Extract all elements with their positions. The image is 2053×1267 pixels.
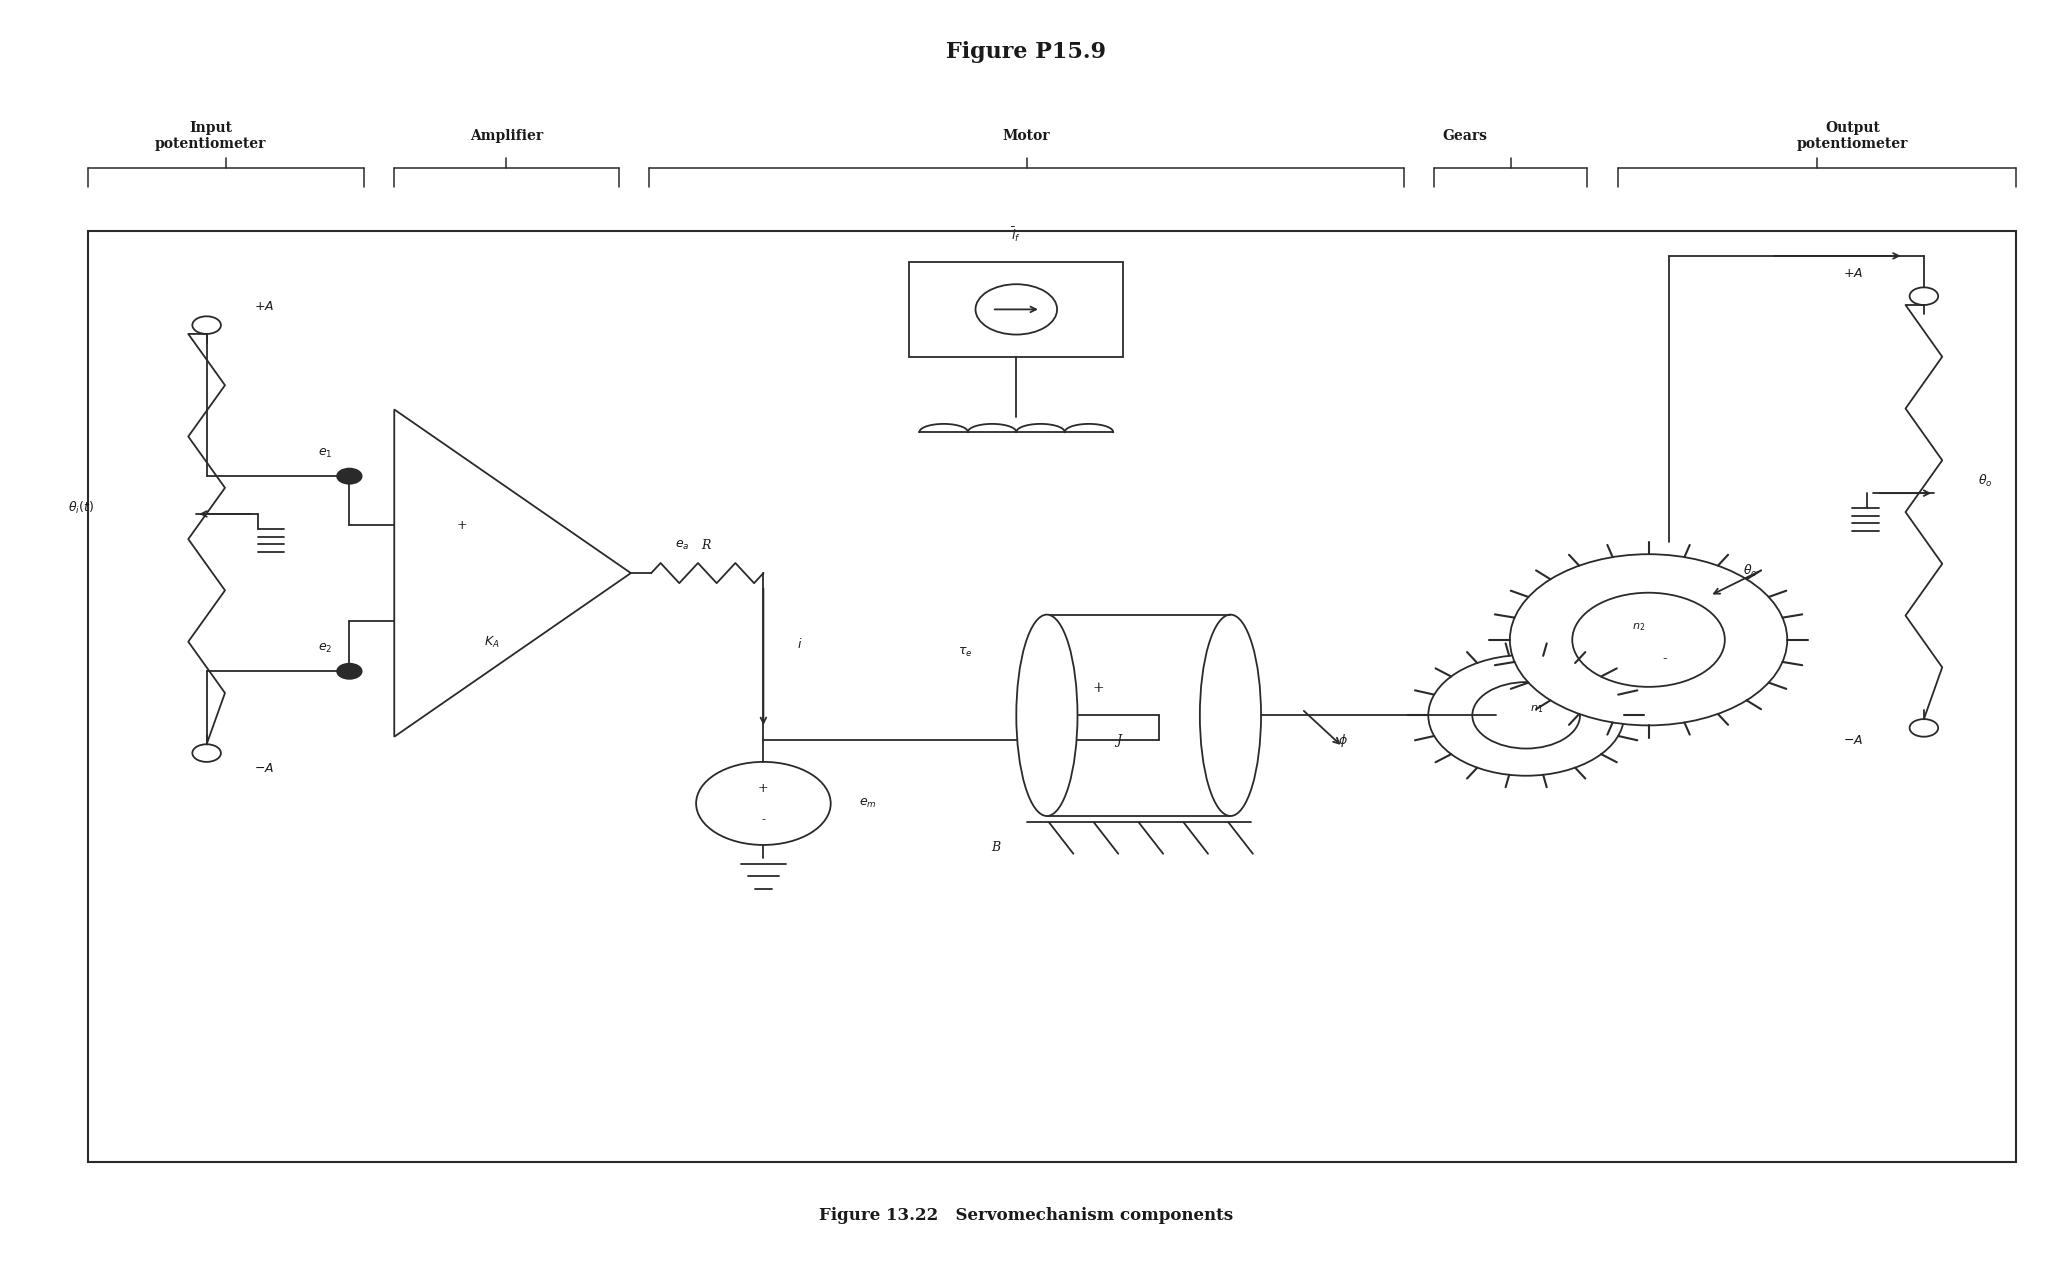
Text: Figure 13.22   Servomechanism components: Figure 13.22 Servomechanism components <box>819 1206 1234 1224</box>
Text: Output
potentiometer: Output potentiometer <box>1796 122 1907 152</box>
Text: R: R <box>702 538 710 552</box>
Text: $K_A$: $K_A$ <box>485 635 501 650</box>
Text: $+A$: $+A$ <box>1842 267 1862 280</box>
Bar <box>909 262 1123 356</box>
Text: $-A$: $-A$ <box>1842 734 1862 748</box>
Circle shape <box>337 664 361 679</box>
Text: $-A$: $-A$ <box>255 761 273 774</box>
Text: $i$: $i$ <box>797 637 803 651</box>
Text: $e_a$: $e_a$ <box>675 538 690 552</box>
Text: -: - <box>1663 651 1667 665</box>
Text: B: B <box>992 841 1000 854</box>
Text: Figure P15.9: Figure P15.9 <box>946 41 1107 63</box>
Polygon shape <box>394 409 630 736</box>
Text: J: J <box>1115 734 1121 748</box>
Circle shape <box>1509 554 1788 726</box>
Circle shape <box>1909 288 1938 305</box>
Text: $n_2$: $n_2$ <box>1632 621 1644 634</box>
Text: Amplifier: Amplifier <box>470 129 542 143</box>
Text: $+A$: $+A$ <box>255 300 273 313</box>
Circle shape <box>193 317 222 334</box>
Text: $\phi$: $\phi$ <box>1339 732 1347 749</box>
Text: +: + <box>758 782 768 794</box>
Text: $n_1$: $n_1$ <box>1529 703 1544 715</box>
Circle shape <box>975 284 1057 334</box>
Text: $e_m$: $e_m$ <box>858 797 877 810</box>
Circle shape <box>1909 720 1938 736</box>
Circle shape <box>696 761 831 845</box>
Text: $\theta_o$: $\theta_o$ <box>1743 563 1757 579</box>
Text: Input
potentiometer: Input potentiometer <box>156 122 267 152</box>
Text: +: + <box>456 518 466 532</box>
Circle shape <box>1429 655 1624 775</box>
Text: $e_2$: $e_2$ <box>318 642 333 655</box>
Text: Motor: Motor <box>1002 129 1051 143</box>
Text: $\tau_e$: $\tau_e$ <box>959 646 973 659</box>
Ellipse shape <box>1016 614 1078 816</box>
Text: $e_1$: $e_1$ <box>318 447 333 460</box>
Text: Gears: Gears <box>1443 129 1488 143</box>
Text: $\theta_o$: $\theta_o$ <box>1977 473 1991 489</box>
Circle shape <box>337 469 361 484</box>
Circle shape <box>193 744 222 761</box>
Bar <box>88 231 2016 1162</box>
Text: +: + <box>1092 680 1105 694</box>
Circle shape <box>1472 682 1581 749</box>
Text: -: - <box>762 813 766 826</box>
Text: $\bar{i}_f$: $\bar{i}_f$ <box>1012 226 1020 243</box>
Ellipse shape <box>1199 614 1261 816</box>
Circle shape <box>1573 593 1725 687</box>
Text: $\theta_i(t)$: $\theta_i(t)$ <box>68 499 94 516</box>
